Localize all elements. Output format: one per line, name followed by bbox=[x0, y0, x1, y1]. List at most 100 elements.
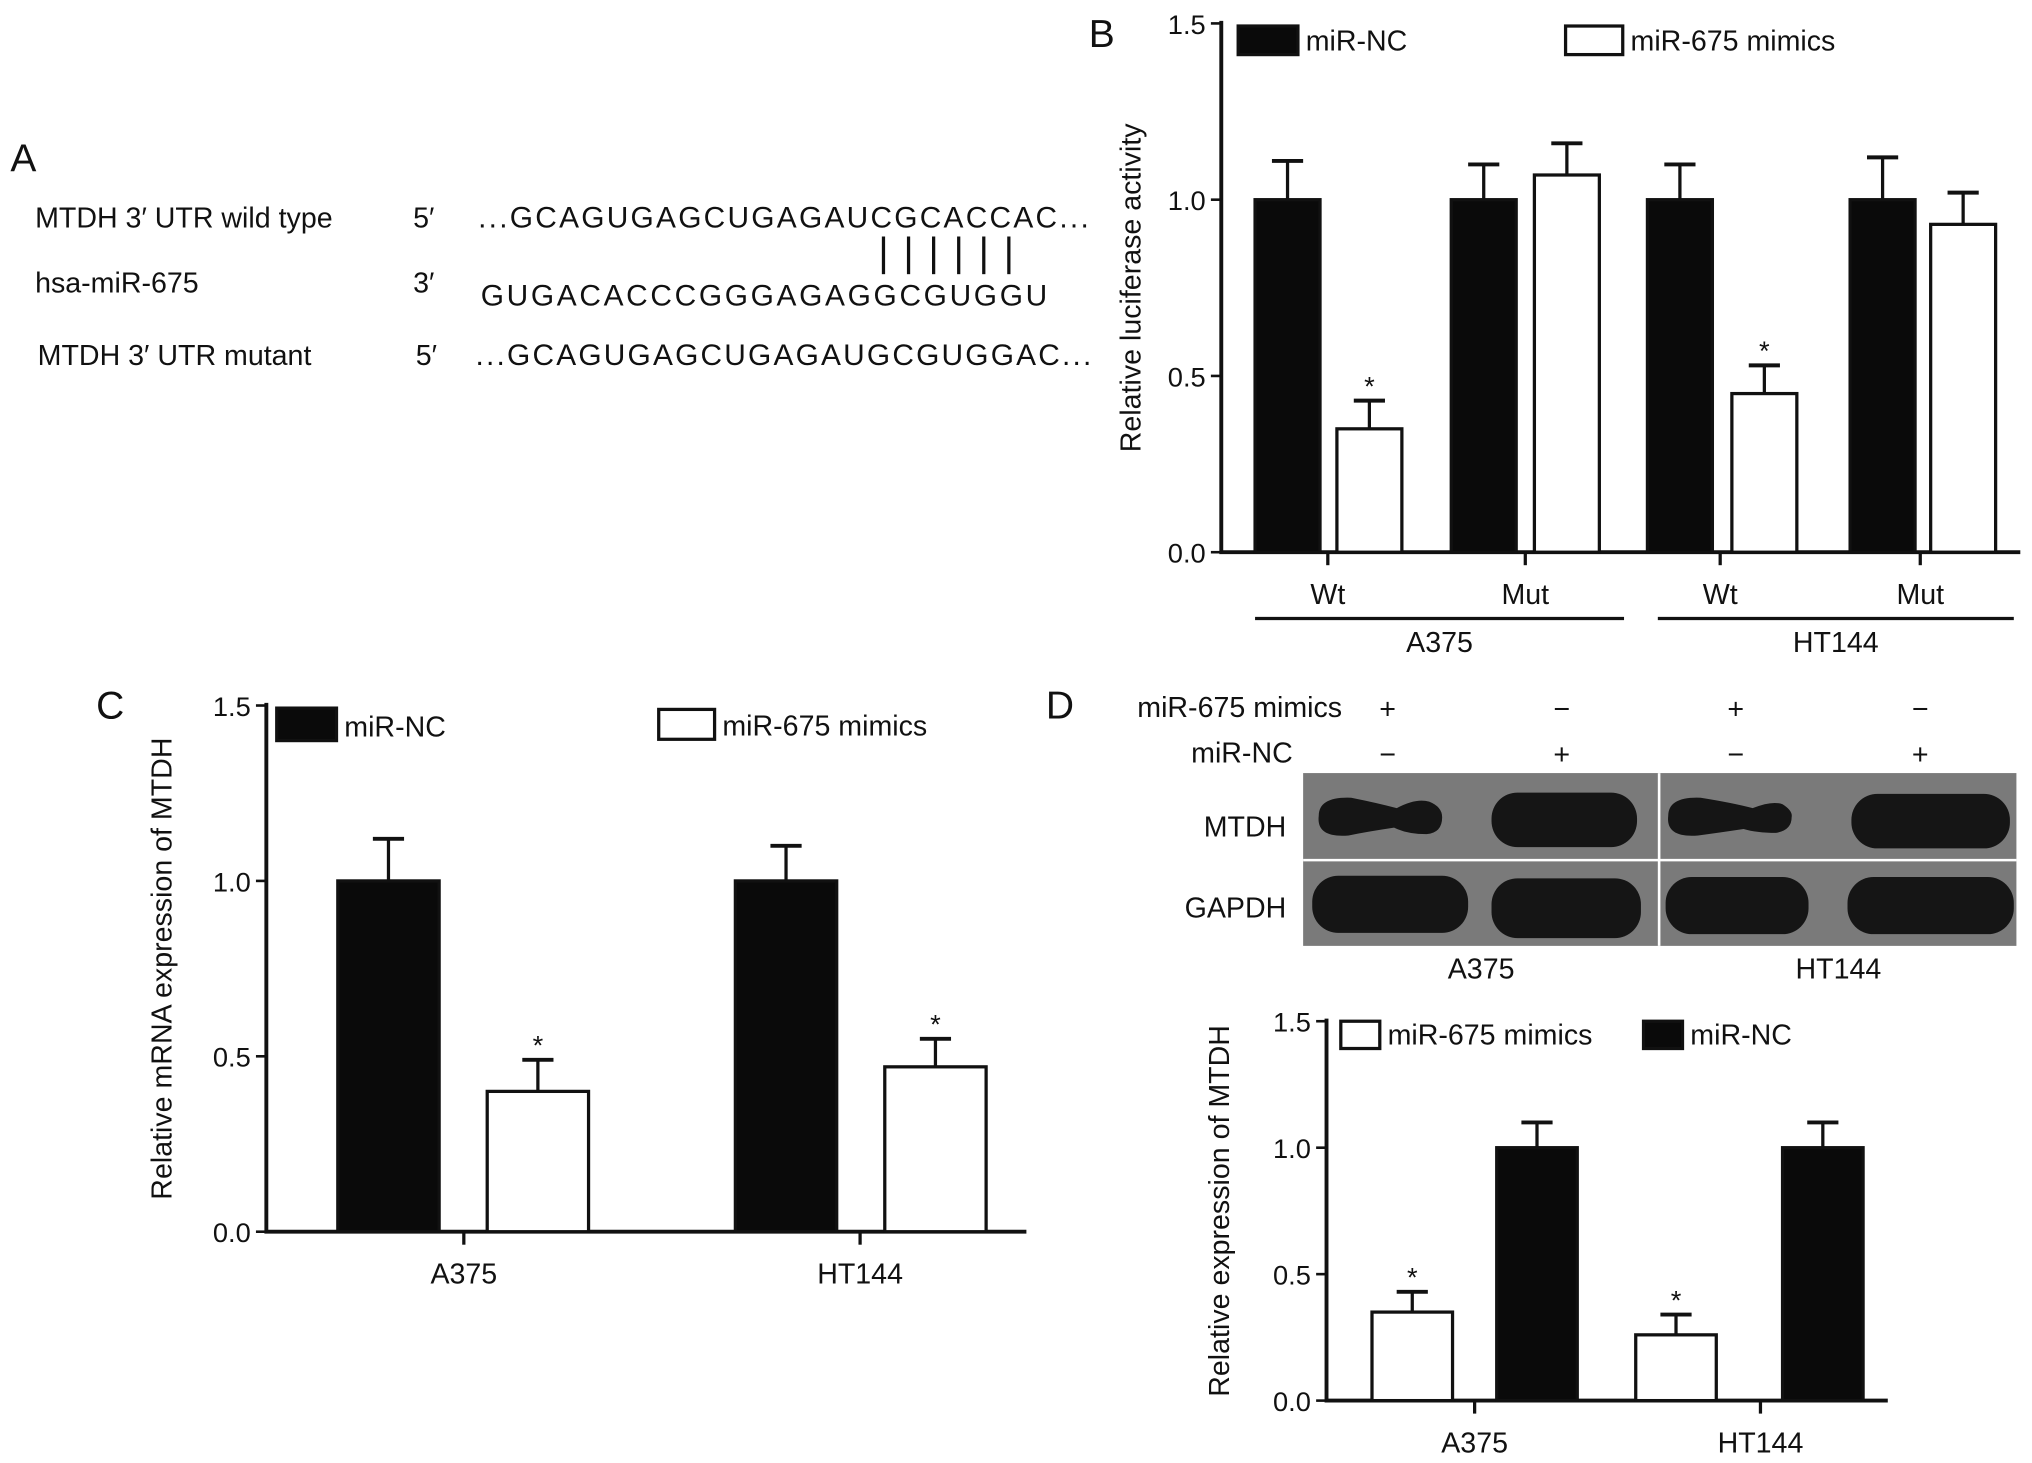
band-gapdh-ht144-mimics bbox=[1665, 877, 1809, 935]
y-tick-label: 1.5 bbox=[1273, 1007, 1311, 1038]
legend-swatch bbox=[1339, 1019, 1382, 1051]
x-tick-label: Wt bbox=[1310, 579, 1345, 611]
legend-swatch bbox=[1236, 24, 1300, 57]
bar-mir-675-mimics bbox=[1532, 173, 1601, 554]
y-tick-label: 1.0 bbox=[1273, 1133, 1311, 1164]
row-end-wild-type: 5′ bbox=[413, 202, 434, 234]
row-end-mutant: 5′ bbox=[416, 340, 437, 372]
group-label: HT144 bbox=[1793, 627, 1879, 659]
blot-bands bbox=[1312, 792, 2014, 939]
x-tick-label: HT144 bbox=[817, 1259, 903, 1291]
legend-swatch bbox=[1563, 24, 1625, 57]
bar-mir-nc bbox=[336, 879, 441, 1234]
row-end-mirna: 3′ bbox=[413, 267, 434, 299]
bar-mir-nc bbox=[1495, 1146, 1579, 1403]
significance-marker: * bbox=[1671, 1284, 1682, 1315]
band-gapdh-a375-nc bbox=[1491, 878, 1641, 939]
sequence-wild-type: ...GCAGUGAGCUGAGAUCGCACCAC... bbox=[478, 201, 1089, 234]
condition-sign: + bbox=[1553, 739, 1570, 771]
panel-label-a: A bbox=[10, 138, 36, 181]
band-gapdh-ht144-nc bbox=[1847, 877, 2014, 935]
x-tick-label: Mut bbox=[1501, 579, 1549, 611]
bar-mir-675-mimics bbox=[1929, 222, 1998, 554]
legend-label: miR-NC bbox=[344, 712, 446, 744]
legend-label: miR-675 mimics bbox=[1388, 1020, 1593, 1052]
blot-cell-line-a375: A375 bbox=[1448, 953, 1515, 985]
x-tick-label: Mut bbox=[1896, 579, 1944, 611]
bar-mir-675-mimics bbox=[485, 1089, 591, 1234]
blot-row-label-mimics: miR-675 mimics bbox=[1137, 692, 1342, 724]
y-tick-label: 1.5 bbox=[213, 691, 251, 722]
panel-label-d: D bbox=[1046, 685, 1074, 728]
band-mtdh-a375-nc bbox=[1491, 792, 1638, 848]
legend-label: miR-675 mimics bbox=[1631, 26, 1836, 58]
bar-mir-nc bbox=[1645, 198, 1715, 554]
y-tick-label: 0.5 bbox=[1168, 361, 1206, 392]
chart-d-protein: 0.0 0.5 1.0 1.5 Relative expression of MTDH *… bbox=[1204, 1007, 1888, 1460]
legend-swatch bbox=[275, 706, 339, 743]
y-tick-label: 0.5 bbox=[213, 1042, 251, 1073]
significance-marker: * bbox=[533, 1030, 544, 1061]
x-tick-label: A375 bbox=[430, 1259, 497, 1291]
legend-label: miR-NC bbox=[1306, 26, 1408, 58]
bar-mir-675-mimics bbox=[1634, 1333, 1718, 1403]
y-tick-label: 1.0 bbox=[213, 866, 251, 897]
row-label-mutant: MTDH 3′ UTR mutant bbox=[38, 340, 312, 372]
condition-sign: − bbox=[1912, 694, 1929, 726]
blot-band-label-mtdh: MTDH bbox=[1204, 812, 1287, 844]
significance-marker: * bbox=[1759, 335, 1770, 366]
significance-marker: * bbox=[1364, 370, 1375, 401]
y-axis-label: Relative mRNA expression of MTDH bbox=[146, 738, 178, 1200]
sequence-alignment: MTDH 3′ UTR wild type 5′ ...GCAGUGAGCUGA… bbox=[35, 201, 1091, 372]
bar-mir-nc bbox=[1848, 198, 1917, 554]
blot-row-label-nc: miR-NC bbox=[1191, 738, 1293, 770]
bar-mir-nc bbox=[733, 879, 839, 1234]
band-mtdh-ht144-mimics bbox=[1668, 797, 1792, 836]
panel-label-b: B bbox=[1089, 13, 1115, 56]
y-tick-label: 0.5 bbox=[1273, 1260, 1311, 1291]
band-mtdh-ht144-nc bbox=[1851, 793, 2010, 849]
bar-mir-675-mimics bbox=[1730, 391, 1799, 554]
significance-marker: * bbox=[930, 1009, 941, 1040]
x-tick-label: HT144 bbox=[1718, 1428, 1804, 1460]
chart-c-mrna: 0.0 0.5 1.0 1.5 Relative mRNA expression of … bbox=[146, 691, 1027, 1291]
row-label-mirna: hsa-miR-675 bbox=[35, 267, 199, 299]
bar-mir-nc bbox=[1449, 198, 1518, 554]
chart-b-luciferase: 0.0 0.5 1.0 1.5 Relative luciferase activity… bbox=[1116, 9, 2021, 659]
y-tick-label: 0.0 bbox=[1273, 1386, 1311, 1417]
band-mtdh-a375-mimics bbox=[1318, 797, 1443, 836]
x-tick-label: Wt bbox=[1703, 579, 1738, 611]
condition-sign: − bbox=[1727, 739, 1744, 771]
y-tick-label: 0.0 bbox=[213, 1217, 251, 1248]
y-tick-label: 0.0 bbox=[1168, 538, 1206, 569]
condition-sign: − bbox=[1379, 739, 1396, 771]
base-pairing-lines bbox=[881, 236, 1011, 275]
bar-mir-675-mimics bbox=[883, 1065, 988, 1234]
sequence-mirna: GUGACACCCGGGAGAGGCGUGGU bbox=[481, 279, 1047, 312]
bar-mir-nc bbox=[1253, 198, 1322, 554]
western-blot: miR-675 mimics miR-NC + − + − − + − + MTDH GAPD… bbox=[1137, 692, 2017, 985]
legend-label: miR-NC bbox=[1690, 1020, 1792, 1052]
condition-sign: + bbox=[1727, 694, 1744, 726]
condition-sign: + bbox=[1912, 739, 1929, 771]
legend-label: miR-675 mimics bbox=[722, 710, 927, 742]
y-axis-label: Relative expression of MTDH bbox=[1204, 1025, 1236, 1397]
blot-band-label-gapdh: GAPDH bbox=[1185, 892, 1287, 924]
bar-mir-675-mimics bbox=[1335, 427, 1404, 554]
sequence-mutant: ...GCAGUGAGCUGAGAUGCGUGGAC... bbox=[476, 339, 1092, 372]
blot-cell-line-ht144: HT144 bbox=[1796, 953, 1882, 985]
condition-sign: − bbox=[1553, 694, 1570, 726]
y-tick-label: 1.0 bbox=[1168, 185, 1206, 216]
legend-swatch bbox=[657, 707, 717, 741]
x-tick-label: A375 bbox=[1441, 1428, 1508, 1460]
significance-marker: * bbox=[1407, 1262, 1418, 1293]
group-label: A375 bbox=[1406, 627, 1473, 659]
legend-swatch bbox=[1641, 1019, 1685, 1051]
bar-mir-675-mimics bbox=[1370, 1310, 1455, 1403]
row-label-wild-type: MTDH 3′ UTR wild type bbox=[35, 202, 333, 234]
panel-label-c: C bbox=[96, 685, 124, 728]
condition-sign: + bbox=[1379, 694, 1396, 726]
bar-mir-nc bbox=[1780, 1146, 1865, 1403]
y-tick-label: 1.5 bbox=[1168, 9, 1206, 40]
